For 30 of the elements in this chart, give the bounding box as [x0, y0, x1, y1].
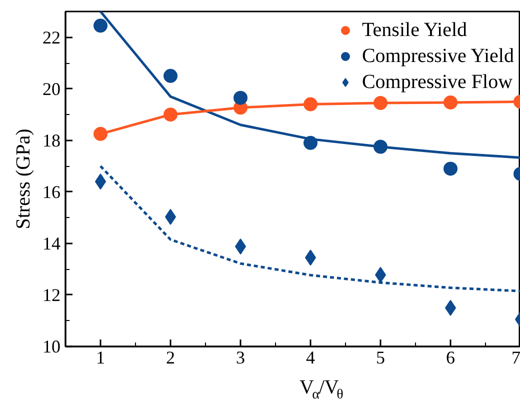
y-tick-label: 12 — [42, 284, 60, 305]
y-axis-title: Stress (GPa) — [12, 128, 34, 230]
x-tick-label: 2 — [166, 348, 175, 368]
legend-label: Compressive Flow — [362, 70, 513, 94]
x-tick-label: 4 — [306, 348, 315, 368]
point — [374, 96, 388, 110]
x-tick-label: 7 — [512, 348, 520, 368]
legend-label: Tensile Yield — [362, 18, 468, 42]
x-tick-label: 1 — [96, 348, 105, 368]
point — [164, 68, 178, 83]
y-tick-label: 10 — [42, 336, 60, 356]
x-tick-label: 3 — [236, 348, 245, 368]
y-tick-label: 16 — [42, 182, 60, 202]
point — [444, 162, 458, 176]
point — [444, 95, 458, 110]
line-series — [99, 164, 520, 292]
legend-label: Compressive Yield — [362, 44, 514, 68]
point — [94, 18, 108, 33]
point — [304, 136, 318, 150]
point — [164, 108, 178, 122]
point — [94, 126, 108, 141]
x-tick-label: 6 — [446, 348, 455, 368]
point — [374, 140, 388, 154]
y-tick-label: 18 — [42, 130, 60, 150]
y-tick-label: 20 — [42, 78, 60, 99]
point — [304, 97, 318, 112]
y-tick-label: 14 — [42, 233, 60, 254]
point — [234, 90, 248, 105]
y-tick-label: 22 — [42, 27, 60, 48]
x-tick-label: 5 — [376, 348, 385, 368]
